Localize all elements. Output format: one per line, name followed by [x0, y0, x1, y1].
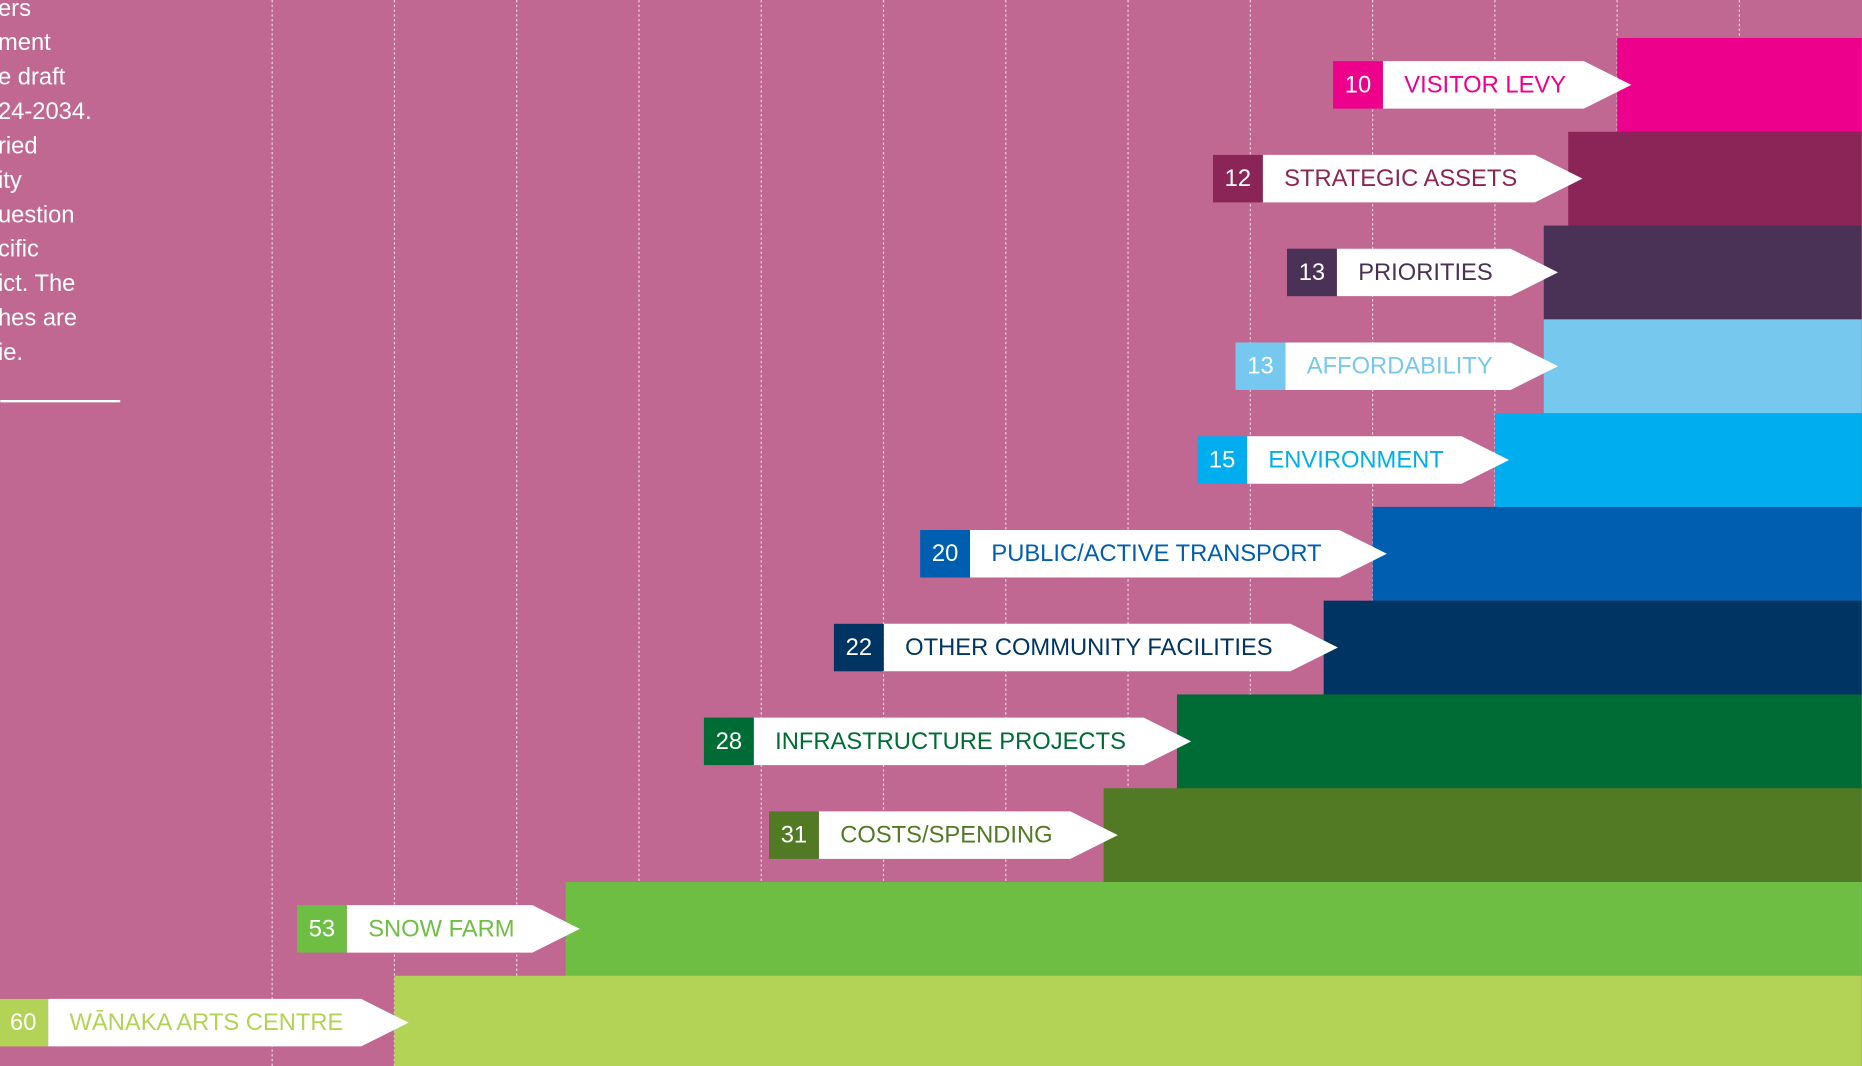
- value-label: 15: [1209, 447, 1235, 473]
- label-tag: [883, 623, 1338, 672]
- bar: [1323, 600, 1862, 696]
- value-box: [1235, 342, 1286, 390]
- bar-label: VISITOR LEVY: [1404, 72, 1566, 98]
- bar: [1543, 225, 1862, 320]
- label-tag: [1262, 154, 1583, 203]
- bar: [1543, 319, 1862, 414]
- value-box: [1212, 154, 1263, 203]
- bar-label: STRATEGIC ASSETS: [1284, 166, 1517, 192]
- value-label: 22: [846, 635, 872, 661]
- label-tag: [753, 717, 1192, 766]
- side-text: uestion: [0, 202, 75, 228]
- value-box: [1197, 436, 1248, 484]
- bar-label: OTHER COMMUNITY FACILITIES: [905, 635, 1272, 661]
- value-box: [1286, 248, 1337, 297]
- value-box: [703, 717, 754, 766]
- side-text: ried: [0, 133, 38, 159]
- label-tag: [1336, 248, 1559, 297]
- side-text: e draft: [0, 65, 66, 91]
- bar: [1103, 788, 1862, 883]
- value-box: [0, 998, 49, 1047]
- value-label: 13: [1247, 354, 1273, 380]
- bar-label: AFFORDABILITY: [1307, 354, 1493, 380]
- value-label: 13: [1299, 260, 1325, 286]
- side-text: hes are: [0, 306, 77, 332]
- side-text: 24-2034.: [0, 99, 92, 125]
- bar-label: PUBLIC/ACTIVE TRANSPORT: [991, 541, 1321, 567]
- value-box: [1333, 61, 1383, 109]
- bar: [1568, 131, 1862, 227]
- value-label: 53: [309, 916, 335, 942]
- side-text: ment: [0, 30, 51, 56]
- bar-label: INFRASTRUCTURE PROJECTS: [775, 729, 1126, 755]
- side-text: cific: [0, 237, 39, 263]
- bar: [1176, 694, 1862, 789]
- value-box: [769, 811, 819, 859]
- bar-label: SNOW FARM: [368, 916, 514, 942]
- label-tag: [818, 811, 1118, 859]
- label-tag: [1285, 342, 1559, 390]
- value-label: 12: [1225, 166, 1251, 192]
- bar: [1494, 413, 1862, 508]
- bar: [1372, 506, 1862, 602]
- side-text: ity: [0, 168, 22, 194]
- value-box: [920, 530, 971, 578]
- bar-label: COSTS/SPENDING: [840, 823, 1052, 849]
- side-text: ie.: [0, 340, 23, 366]
- label-tag: [1382, 61, 1632, 109]
- value-box: [296, 905, 347, 953]
- bar: [394, 975, 1862, 1066]
- value-box: [833, 623, 884, 672]
- label-tag: [346, 905, 580, 953]
- value-label: 31: [781, 823, 807, 849]
- bar: [565, 882, 1862, 977]
- value-label: 20: [932, 541, 958, 567]
- label-tag: [1247, 436, 1510, 484]
- side-text: ict. The: [0, 271, 75, 297]
- value-label: 28: [716, 729, 742, 755]
- bar-label: PRIORITIES: [1358, 260, 1493, 286]
- label-tag: [48, 998, 409, 1047]
- bar: [1617, 37, 1862, 133]
- bar-label: ENVIRONMENT: [1268, 447, 1443, 473]
- label-tag: [970, 530, 1387, 578]
- value-label: 60: [10, 1010, 36, 1036]
- bar-label: WĀNAKA ARTS CENTRE: [70, 1010, 344, 1036]
- side-text: ers: [0, 0, 31, 22]
- value-label: 10: [1345, 72, 1371, 98]
